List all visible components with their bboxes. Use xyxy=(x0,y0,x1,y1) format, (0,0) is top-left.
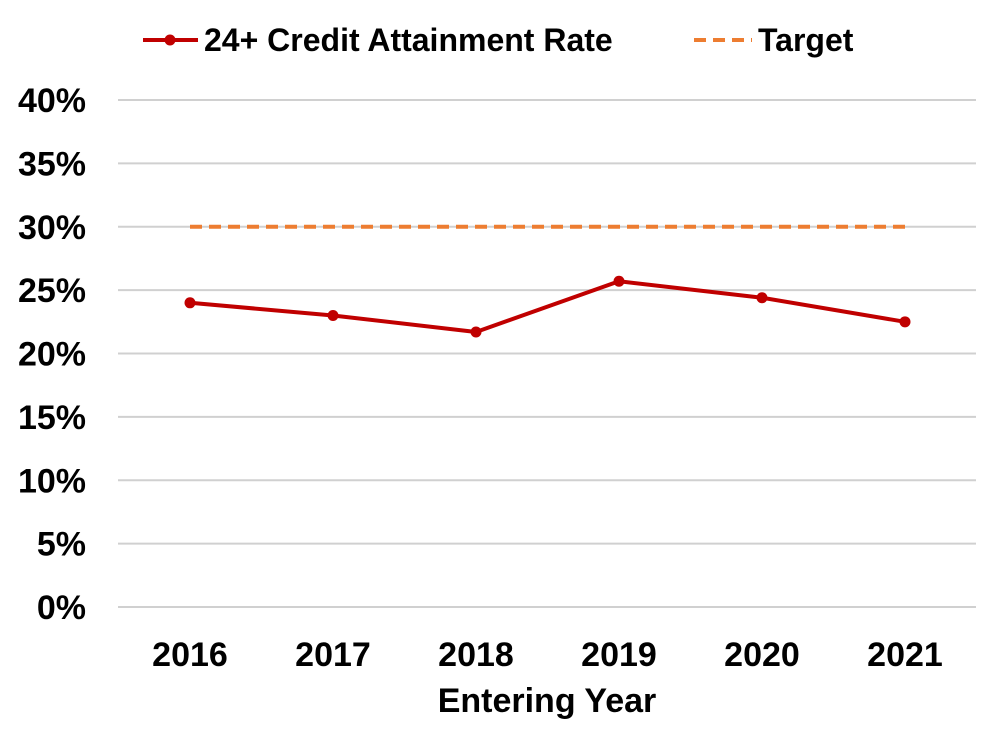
gridlines xyxy=(118,99,976,608)
legend-item-target: Target xyxy=(694,22,854,58)
y-axis-tick-labels: 0% 5% 10% 15% 20% 25% 30% 35% 40% xyxy=(18,82,86,627)
y-tick-label: 30% xyxy=(18,209,86,247)
data-point xyxy=(756,292,768,304)
data-point xyxy=(470,326,482,338)
x-tick-label: 2018 xyxy=(438,636,514,674)
data-point xyxy=(184,297,196,309)
y-tick-label: 0% xyxy=(37,589,86,627)
x-tick-label: 2020 xyxy=(724,636,800,674)
x-axis-tick-labels: 2016 2017 2018 2019 2020 2021 xyxy=(152,636,943,674)
y-tick-label: 20% xyxy=(18,336,86,374)
data-point xyxy=(327,309,339,321)
y-tick-label: 25% xyxy=(18,272,86,310)
series-attainment-rate xyxy=(184,275,911,338)
y-tick-label: 15% xyxy=(18,399,86,437)
y-tick-label: 35% xyxy=(18,145,86,183)
x-tick-label: 2016 xyxy=(152,636,228,674)
data-point xyxy=(899,316,911,328)
y-tick-label: 10% xyxy=(18,462,86,500)
y-tick-label: 40% xyxy=(18,82,86,120)
legend: 24+ Credit Attainment Rate Target xyxy=(143,22,854,58)
x-tick-label: 2017 xyxy=(295,636,371,674)
y-tick-label: 5% xyxy=(37,526,86,564)
legend-item-attainment-rate: 24+ Credit Attainment Rate xyxy=(143,22,613,58)
series-layer xyxy=(184,224,911,338)
legend-label-target: Target xyxy=(758,22,854,58)
x-tick-label: 2019 xyxy=(581,636,657,674)
x-axis-title: Entering Year xyxy=(438,682,657,720)
legend-marker-attainment-rate xyxy=(164,34,176,46)
legend-label-attainment-rate: 24+ Credit Attainment Rate xyxy=(204,22,613,58)
x-tick-label: 2021 xyxy=(867,636,943,674)
data-point xyxy=(613,275,625,287)
attainment-rate-line xyxy=(189,279,906,334)
